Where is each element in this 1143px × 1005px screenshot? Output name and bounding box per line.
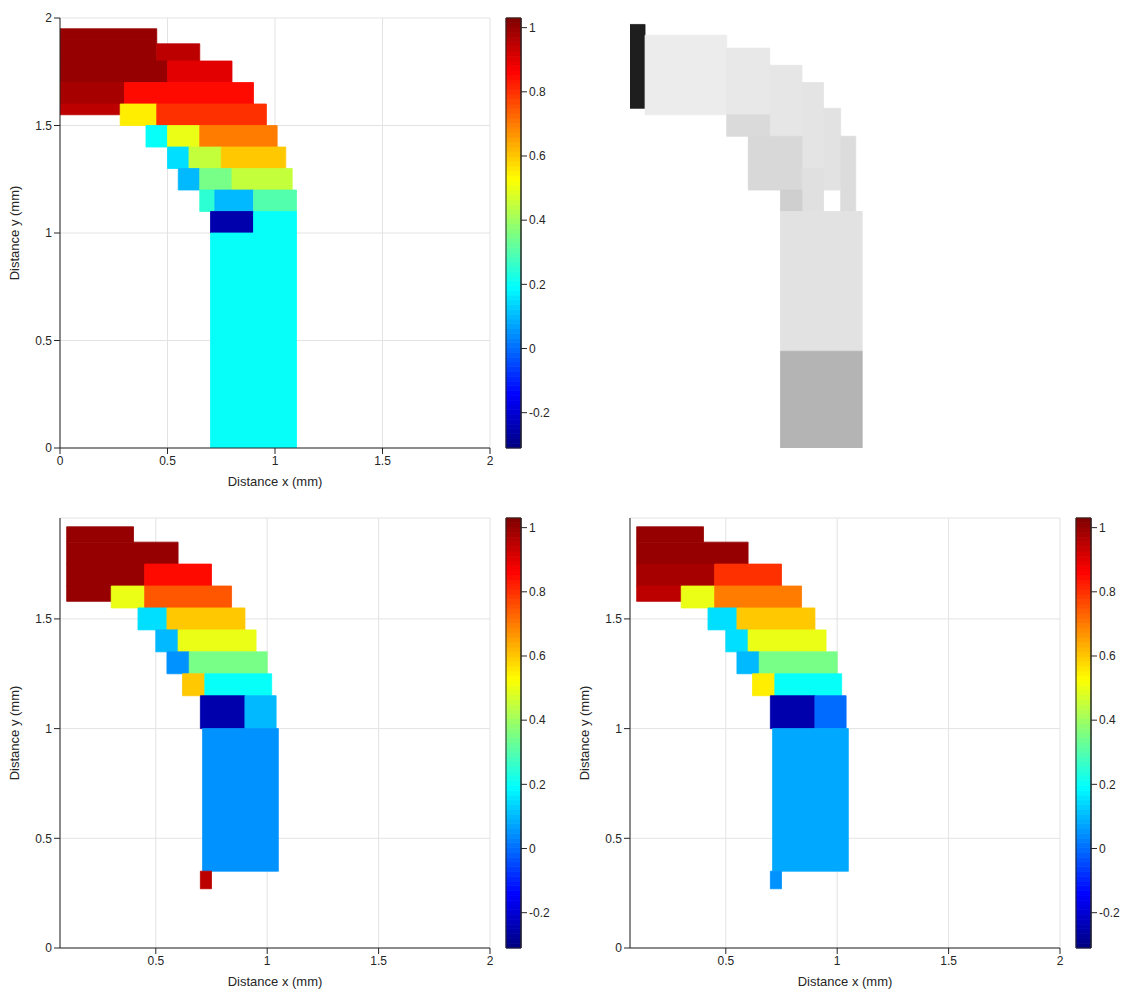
svg-text:-0.2: -0.2	[1099, 906, 1120, 920]
svg-text:0: 0	[45, 941, 52, 955]
svg-text:0: 0	[57, 454, 64, 468]
svg-text:2: 2	[487, 954, 494, 968]
svg-text:0.5: 0.5	[159, 454, 176, 468]
svg-text:Distance y (mm): Distance y (mm)	[7, 186, 22, 281]
svg-text:1.5: 1.5	[374, 454, 391, 468]
svg-text:0.4: 0.4	[529, 213, 546, 227]
svg-text:Distance y (mm): Distance y (mm)	[577, 686, 592, 781]
svg-text:1: 1	[1099, 521, 1106, 535]
svg-text:1: 1	[45, 226, 52, 240]
svg-text:-0.2: -0.2	[529, 906, 550, 920]
svg-text:1.5: 1.5	[605, 612, 622, 626]
svg-text:0.2: 0.2	[1099, 778, 1116, 792]
svg-text:Distance x (mm): Distance x (mm)	[798, 974, 893, 989]
svg-text:0.5: 0.5	[605, 832, 622, 846]
svg-text:2: 2	[45, 11, 52, 25]
svg-text:0: 0	[1099, 842, 1106, 856]
svg-text:1.5: 1.5	[35, 612, 52, 626]
svg-text:1: 1	[264, 954, 271, 968]
svg-text:0.5: 0.5	[35, 832, 52, 846]
svg-text:0.5: 0.5	[35, 334, 52, 348]
svg-text:1: 1	[615, 722, 622, 736]
svg-text:1.5: 1.5	[35, 119, 52, 133]
svg-text:1: 1	[272, 454, 279, 468]
svg-text:1: 1	[45, 722, 52, 736]
svg-text:0.8: 0.8	[529, 585, 546, 599]
svg-text:2: 2	[487, 454, 494, 468]
svg-text:0.2: 0.2	[529, 278, 546, 292]
svg-text:1: 1	[529, 521, 536, 535]
svg-text:-0.2: -0.2	[529, 406, 550, 420]
svg-text:0.5: 0.5	[147, 954, 164, 968]
svg-text:1: 1	[529, 21, 536, 35]
svg-text:0: 0	[529, 342, 536, 356]
svg-text:0.5: 0.5	[717, 954, 734, 968]
svg-text:Distance x (mm): Distance x (mm)	[228, 974, 323, 989]
svg-text:0.6: 0.6	[1099, 649, 1116, 663]
svg-text:0.8: 0.8	[1099, 585, 1116, 599]
svg-text:0.6: 0.6	[529, 649, 546, 663]
svg-text:1: 1	[834, 954, 841, 968]
svg-text:1.5: 1.5	[370, 954, 387, 968]
svg-text:0: 0	[45, 441, 52, 455]
svg-text:0.4: 0.4	[1099, 713, 1116, 727]
svg-text:0.8: 0.8	[529, 85, 546, 99]
svg-text:0.6: 0.6	[529, 149, 546, 163]
svg-text:0: 0	[615, 941, 622, 955]
svg-text:1.5: 1.5	[940, 954, 957, 968]
svg-text:Distance y (mm): Distance y (mm)	[7, 686, 22, 781]
svg-text:2: 2	[1057, 954, 1064, 968]
svg-text:0.2: 0.2	[529, 778, 546, 792]
svg-text:0.4: 0.4	[529, 713, 546, 727]
svg-text:0: 0	[529, 842, 536, 856]
svg-text:Distance x (mm): Distance x (mm)	[228, 474, 323, 489]
